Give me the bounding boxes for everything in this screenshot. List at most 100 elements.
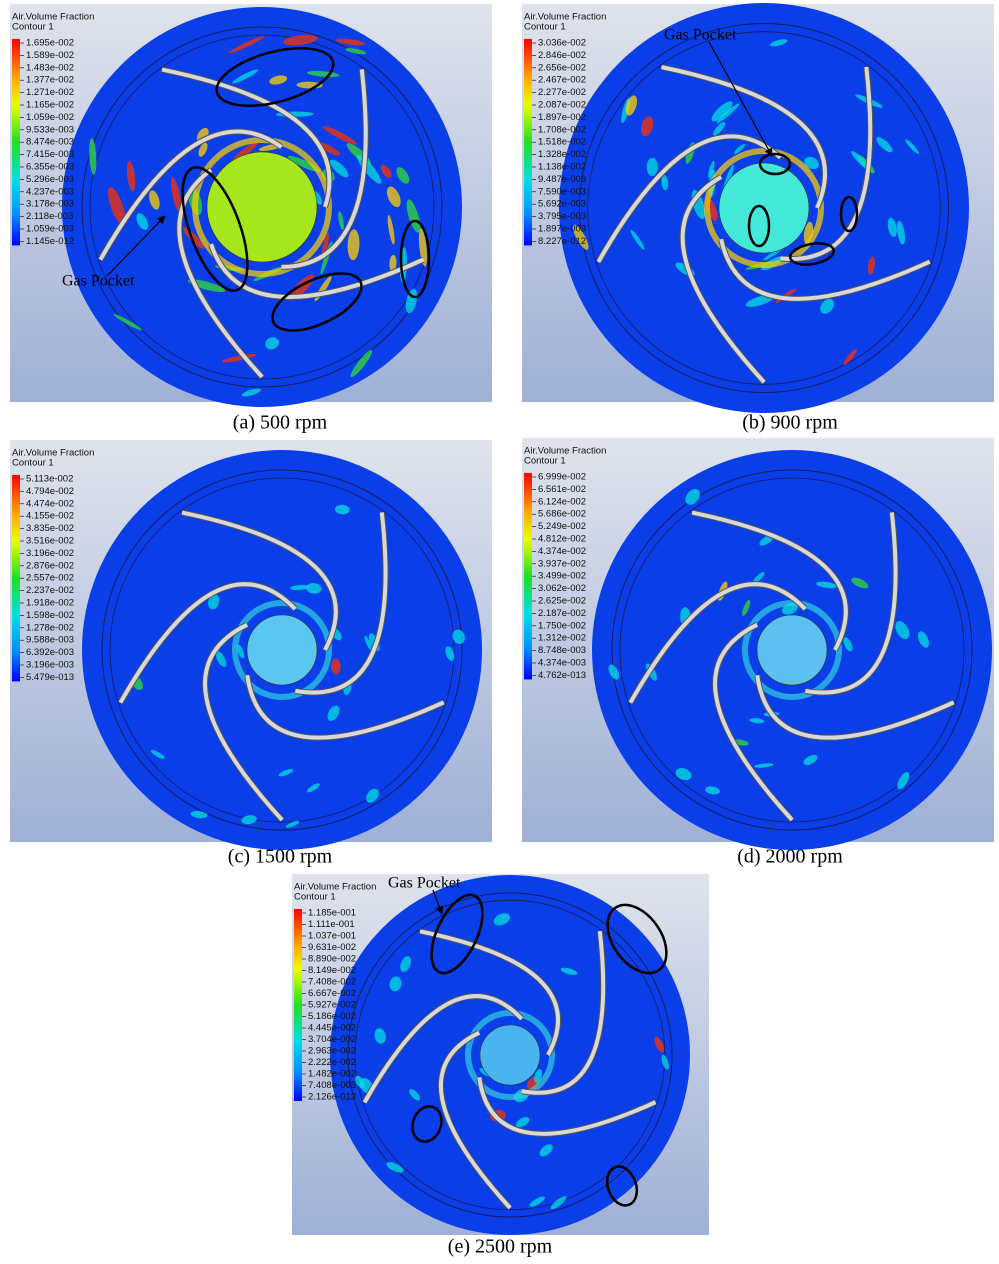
panel: Gas PocketAir.Volume FractionContour 11.… bbox=[292, 874, 709, 1258]
annotation: Gas Pocket bbox=[664, 27, 737, 44]
legend-label: 9.588e-003 bbox=[26, 635, 74, 646]
legend-label: 4.474e-002 bbox=[26, 498, 74, 509]
panel: Gas PocketAir.Volume FractionContour 13.… bbox=[522, 3, 994, 434]
legend-label: 5.686e-002 bbox=[538, 509, 586, 520]
hub bbox=[247, 615, 317, 685]
legend-label: 2.277e-002 bbox=[538, 87, 586, 98]
annotation: Gas Pocket bbox=[388, 875, 461, 892]
legend-label: 2.625e-002 bbox=[538, 596, 586, 607]
legend-label: 1.185e-001 bbox=[308, 908, 356, 919]
legend-label: 2.557e-002 bbox=[26, 573, 74, 584]
legend-label: 1.708e-002 bbox=[538, 124, 586, 135]
legend-label: 8.227e-012 bbox=[538, 236, 586, 247]
color-bar bbox=[524, 473, 532, 679]
legend-label: 1.059e-002 bbox=[26, 112, 74, 123]
legend-label: 4.374e-002 bbox=[538, 546, 586, 557]
legend-label: 1.897e-002 bbox=[538, 112, 586, 123]
legend-label: 3.795e-003 bbox=[538, 211, 586, 222]
legend-subtitle: Contour 1 bbox=[524, 456, 566, 467]
legend-label: 1.918e-002 bbox=[26, 598, 74, 609]
legend-label: 1.111e-001 bbox=[308, 919, 355, 930]
legend-label: 1.695e-002 bbox=[26, 38, 74, 49]
caption: (b) 900 rpm bbox=[742, 412, 838, 434]
legend-subtitle: Contour 1 bbox=[294, 892, 336, 903]
legend-label: 4.445e-002 bbox=[308, 1023, 356, 1034]
legend-label: 2.846e-002 bbox=[538, 50, 586, 61]
caption: (d) 2000 rpm bbox=[737, 846, 843, 868]
legend-label: 5.296e-003 bbox=[26, 174, 74, 185]
legend-label: 1.145e-012 bbox=[26, 236, 74, 247]
legend-label: 4.237e-003 bbox=[26, 186, 74, 197]
legend-label: 9.631e-002 bbox=[308, 942, 356, 953]
flow-blob bbox=[647, 158, 658, 176]
legend-label: 8.474e-003 bbox=[26, 137, 74, 148]
legend-label: 7.408e-002 bbox=[308, 977, 356, 988]
color-bar bbox=[12, 39, 20, 245]
legend-label: 5.927e-002 bbox=[308, 1000, 356, 1011]
legend-label: 4.155e-002 bbox=[26, 511, 74, 522]
legend-label: 6.355e-003 bbox=[26, 162, 74, 173]
legend-label: 5.479e-013 bbox=[26, 672, 74, 683]
legend-label: 4.794e-002 bbox=[26, 486, 74, 497]
legend-label: 1.377e-002 bbox=[26, 75, 74, 86]
legend-label: 1.483e-002 bbox=[26, 62, 74, 73]
legend-label: 7.590e-003 bbox=[538, 186, 586, 197]
legend-label: 9.487e-003 bbox=[538, 174, 586, 185]
legend-label: 1.897e-003 bbox=[538, 224, 586, 235]
caption: (c) 1500 rpm bbox=[228, 846, 333, 868]
legend-label: 3.937e-002 bbox=[538, 558, 586, 569]
legend-label: 3.196e-003 bbox=[26, 660, 74, 671]
legend-label: 3.178e-003 bbox=[26, 199, 74, 210]
legend-subtitle: Contour 1 bbox=[524, 22, 566, 33]
annotation: Gas Pocket bbox=[62, 273, 135, 290]
legend-label: 2.187e-002 bbox=[538, 608, 586, 619]
panel: Air.Volume FractionContour 16.999e-0026.… bbox=[522, 438, 994, 868]
legend-label: 3.516e-002 bbox=[26, 536, 74, 547]
color-bar bbox=[294, 909, 302, 1101]
legend-label: 1.482e-002 bbox=[308, 1069, 356, 1080]
legend-label: 3.499e-002 bbox=[538, 571, 586, 582]
legend-label: 2.876e-002 bbox=[26, 560, 74, 571]
legend-label: 4.812e-002 bbox=[538, 534, 586, 545]
legend-label: 2.963e-002 bbox=[308, 1046, 356, 1057]
legend-label: 7.415e-003 bbox=[26, 149, 74, 160]
legend-label: 1.518e-002 bbox=[538, 137, 586, 148]
legend-label: 8.149e-002 bbox=[308, 965, 356, 976]
legend-label: 8.748e-003 bbox=[538, 645, 586, 656]
legend-label: 2.126e-013 bbox=[308, 1092, 356, 1103]
legend-label: 6.124e-002 bbox=[538, 496, 586, 507]
legend-label: 4.762e-013 bbox=[538, 670, 586, 681]
legend-label: 3.196e-002 bbox=[26, 548, 74, 559]
legend-label: 2.656e-002 bbox=[538, 62, 586, 73]
legend-label: 6.667e-002 bbox=[308, 988, 356, 999]
legend-label: 1.328e-002 bbox=[538, 149, 586, 160]
legend-label: 2.467e-002 bbox=[538, 75, 586, 86]
legend-label: 6.392e-003 bbox=[26, 647, 74, 658]
legend-label: 3.704e-002 bbox=[308, 1034, 356, 1045]
legend-label: 4.374e-003 bbox=[538, 658, 586, 669]
color-bar bbox=[524, 39, 532, 245]
hub bbox=[480, 1025, 540, 1085]
legend-label: 8.890e-002 bbox=[308, 954, 356, 965]
legend-label: 1.271e-002 bbox=[26, 87, 74, 98]
legend-label: 5.113e-002 bbox=[26, 474, 73, 485]
caption: (e) 2500 rpm bbox=[448, 1236, 553, 1258]
legend-label: 2.237e-002 bbox=[26, 585, 74, 596]
legend-label: 1.037e-001 bbox=[308, 931, 356, 942]
legend-label: 7.408e-003 bbox=[308, 1080, 356, 1091]
legend-label: 1.165e-002 bbox=[26, 100, 74, 111]
legend-label: 3.036e-002 bbox=[538, 38, 586, 49]
legend-label: 1.278e-002 bbox=[26, 622, 74, 633]
legend-label: 1.750e-002 bbox=[538, 620, 586, 631]
legend-label: 1.589e-002 bbox=[26, 50, 74, 61]
color-bar bbox=[12, 475, 20, 681]
page: Gas PocketAir.Volume FractionContour 11.… bbox=[0, 0, 999, 1264]
hub bbox=[207, 152, 317, 262]
legend-label: 1.059e-003 bbox=[26, 224, 74, 235]
legend-label: 2.222e-002 bbox=[308, 1057, 356, 1068]
legend-label: 5.692e-003 bbox=[538, 199, 586, 210]
figure: Gas PocketAir.Volume FractionContour 11.… bbox=[0, 0, 999, 1264]
legend-label: 1.312e-002 bbox=[538, 633, 586, 644]
panel: Air.Volume FractionContour 15.113e-0024.… bbox=[10, 440, 492, 868]
